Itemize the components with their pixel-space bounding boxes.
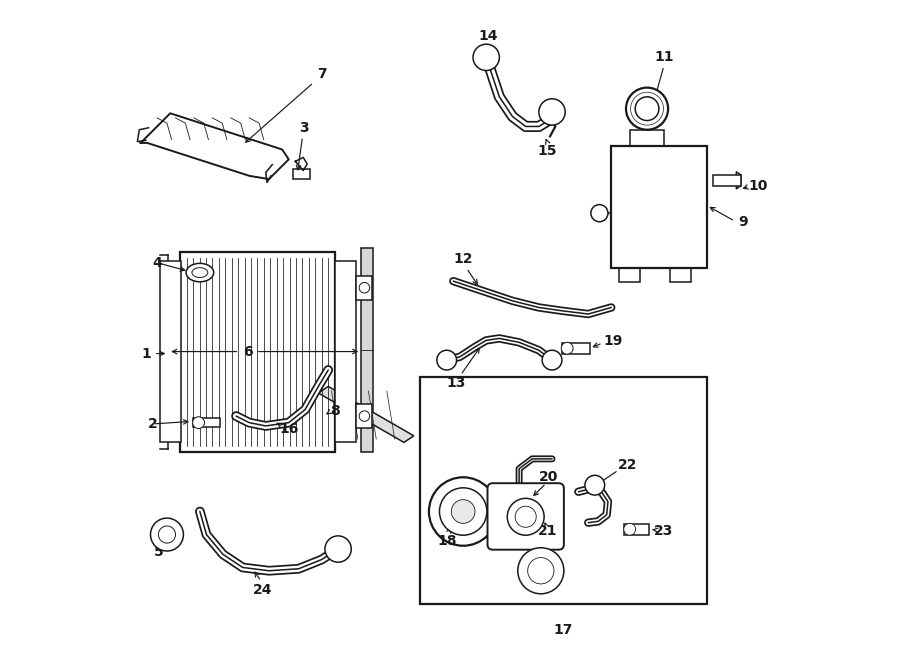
Circle shape	[150, 518, 184, 551]
Bar	[630, 130, 664, 146]
Circle shape	[439, 488, 487, 535]
Text: 9: 9	[738, 215, 748, 229]
Text: 6: 6	[243, 344, 253, 358]
Circle shape	[591, 205, 608, 221]
Circle shape	[325, 536, 351, 563]
Text: 11: 11	[654, 50, 674, 64]
Bar	[335, 261, 356, 442]
Bar	[611, 146, 706, 268]
Bar	[562, 343, 590, 354]
Text: 8: 8	[330, 404, 339, 418]
Polygon shape	[736, 172, 741, 189]
FancyBboxPatch shape	[488, 483, 564, 550]
Circle shape	[359, 410, 370, 421]
Ellipse shape	[186, 263, 213, 282]
Text: 23: 23	[654, 524, 673, 538]
Circle shape	[515, 506, 536, 527]
Text: 15: 15	[537, 144, 557, 158]
Circle shape	[527, 558, 554, 584]
Circle shape	[429, 477, 498, 546]
Circle shape	[539, 98, 565, 125]
Bar	[356, 276, 373, 299]
Ellipse shape	[192, 268, 208, 278]
Text: 18: 18	[437, 534, 456, 548]
Bar	[361, 249, 373, 452]
Text: 7: 7	[317, 67, 327, 81]
Circle shape	[359, 282, 370, 293]
Circle shape	[436, 350, 456, 370]
Bar	[420, 377, 706, 603]
Circle shape	[626, 88, 668, 130]
Text: 12: 12	[454, 253, 473, 266]
Bar	[180, 252, 335, 452]
Text: 16: 16	[279, 422, 299, 436]
Circle shape	[508, 498, 544, 535]
Text: 19: 19	[604, 334, 623, 348]
Text: 13: 13	[447, 376, 466, 390]
Bar	[160, 261, 182, 442]
Bar	[714, 175, 741, 186]
Text: 14: 14	[479, 28, 498, 42]
Circle shape	[518, 548, 564, 594]
Text: 1: 1	[141, 346, 151, 360]
Text: 24: 24	[253, 584, 272, 598]
Circle shape	[562, 342, 573, 354]
Bar	[356, 405, 373, 428]
Circle shape	[193, 416, 204, 428]
Text: 20: 20	[539, 469, 558, 484]
Bar	[619, 268, 640, 282]
Text: 10: 10	[749, 178, 768, 193]
Circle shape	[635, 97, 659, 120]
Text: 22: 22	[618, 459, 637, 473]
Text: 21: 21	[537, 524, 557, 538]
Circle shape	[158, 526, 176, 543]
Text: 5: 5	[154, 545, 164, 559]
Bar	[194, 418, 220, 426]
Polygon shape	[319, 387, 414, 442]
Bar	[293, 169, 310, 179]
Bar	[670, 268, 691, 282]
Text: 4: 4	[152, 256, 162, 270]
Text: 3: 3	[299, 121, 309, 135]
Circle shape	[585, 475, 605, 495]
Text: 2: 2	[148, 417, 157, 431]
Bar	[625, 524, 650, 535]
Circle shape	[451, 500, 475, 524]
Circle shape	[542, 350, 562, 370]
Circle shape	[624, 524, 635, 535]
Text: 17: 17	[554, 623, 573, 637]
Circle shape	[473, 44, 500, 71]
